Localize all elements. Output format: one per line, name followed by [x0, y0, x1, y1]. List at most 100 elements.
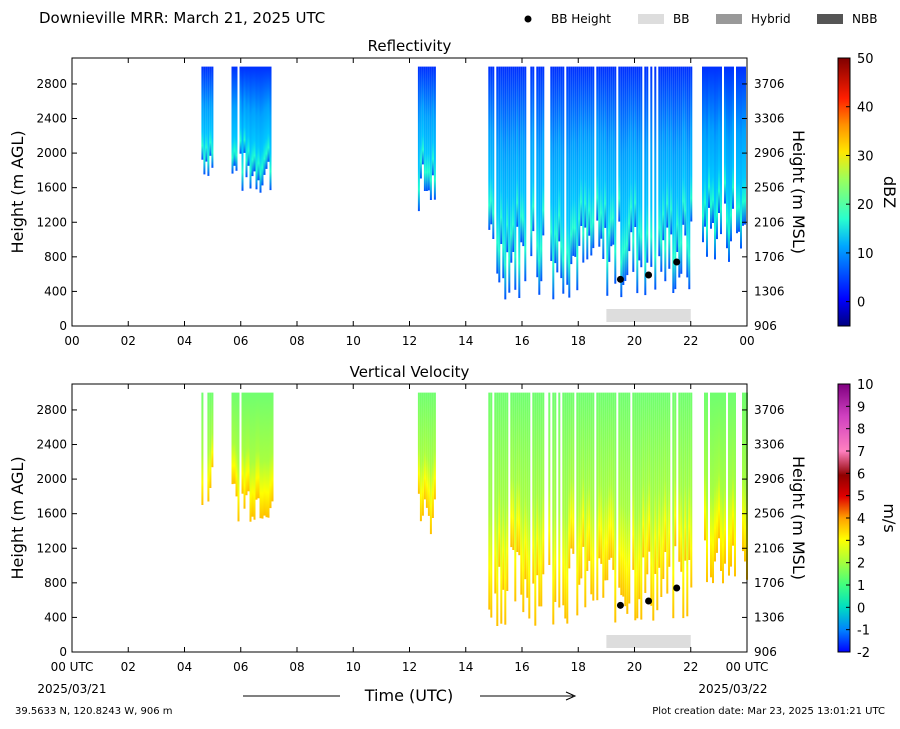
reflectivity-echo-column	[209, 66, 212, 156]
velocity-colorbar-tick-label: 10	[857, 378, 874, 393]
reflectivity-colorbar	[837, 57, 851, 327]
reflectivity-echo-column	[201, 66, 204, 160]
reflectivity-x-tick-label: 00	[739, 334, 754, 348]
reflectivity-y-right-tick-label: 2906	[754, 146, 785, 160]
velocity-echo-column	[243, 392, 246, 509]
reflectivity-echo-column	[596, 66, 599, 221]
reflectivity-echo-column	[618, 66, 621, 222]
velocity-echo-column	[518, 392, 521, 556]
reflectivity-colorbar-tick-label: 30	[857, 149, 874, 164]
velocity-y-right-tick-label: 906	[754, 645, 777, 659]
velocity-echo-column	[622, 392, 625, 597]
velocity-echo-column	[720, 392, 722, 571]
reflectivity-bb-height-point	[645, 271, 653, 279]
velocity-echo-column	[572, 392, 575, 554]
velocity-echo-column	[520, 392, 523, 595]
reflectivity-echo-column	[578, 66, 581, 246]
legend-nbb-label: NBB	[852, 12, 877, 26]
legend-hybrid-label: Hybrid	[751, 12, 791, 26]
velocity-y-right-tick-label: 2506	[754, 507, 785, 521]
velocity-echo-column	[650, 392, 653, 606]
velocity-echo-column	[620, 392, 623, 596]
velocity-colorbar-tick-label: 5	[857, 490, 865, 505]
velocity-y-right-tick-label: 2106	[754, 541, 785, 555]
reflectivity-y-tick-label: 2400	[36, 112, 67, 126]
legend-bb-height-label: BB Height	[551, 12, 611, 26]
legend-nbb-swatch	[817, 14, 843, 24]
reflectivity-echo-column	[664, 66, 667, 282]
velocity-echo-column	[540, 392, 543, 607]
reflectivity-echo-column	[504, 66, 507, 300]
reflectivity-y-tick-label: 1600	[36, 181, 67, 195]
reflectivity-echo-column	[638, 66, 641, 261]
reflectivity-echo-column	[726, 66, 728, 249]
velocity-echo-column	[524, 392, 527, 580]
reflectivity-echo-column	[640, 66, 643, 268]
velocity-echo-column	[504, 392, 507, 625]
velocity-echo-column	[654, 392, 657, 574]
reflectivity-colorbar-tick-label: 10	[857, 247, 874, 262]
velocity-colorbar-tick-label: 0	[857, 601, 865, 616]
velocity-colorbar-tick-label: 1	[857, 579, 865, 594]
velocity-echo-column	[612, 392, 615, 570]
velocity-echo-column	[706, 392, 708, 583]
velocity-echo-column	[636, 392, 639, 619]
reflectivity-echo-column	[530, 66, 533, 257]
reflectivity-echo-column	[718, 66, 720, 213]
reflectivity-x-tick-label: 14	[458, 334, 473, 348]
velocity-colorbar-tick-label: 3	[857, 534, 865, 549]
reflectivity-echo-column	[608, 66, 611, 262]
velocity-echo-column	[734, 392, 736, 577]
velocity-echo-column	[433, 392, 436, 500]
reflectivity-x-tick-label: 02	[121, 334, 136, 348]
reflectivity-echo-column	[423, 66, 426, 191]
reflectivity-echo-column	[588, 66, 591, 236]
reflectivity-y-tick-label: 400	[44, 284, 67, 298]
velocity-echo-column	[526, 392, 529, 598]
reflectivity-colorbar-tick-label: 40	[857, 101, 874, 116]
reflectivity-echo-column	[728, 66, 730, 262]
reflectivity-echo-column	[245, 66, 248, 178]
velocity-colorbar-tick-label: 9	[857, 400, 865, 415]
velocity-echo-column	[514, 392, 517, 602]
velocity-echo-column	[498, 392, 501, 567]
reflectivity-bb-height-point	[673, 258, 681, 266]
velocity-y-right-tick-label: 1306	[754, 610, 785, 624]
velocity-y-tick-label: 2400	[36, 438, 67, 452]
reflectivity-echo-column	[708, 66, 710, 208]
velocity-echo-column	[201, 392, 204, 505]
velocity-echo-column	[724, 392, 726, 564]
velocity-y-tick-label: 0	[59, 645, 67, 659]
velocity-colorbar-tick-label: -1	[857, 624, 870, 639]
reflectivity-echo-column	[267, 66, 270, 162]
velocity-y-tick-label: 800	[44, 576, 67, 590]
reflectivity-echo-column	[235, 66, 238, 171]
footer-location: 39.5633 N, 120.8243 W, 906 m	[15, 706, 173, 717]
reflectivity-echo-column	[716, 66, 718, 240]
velocity-echo-column	[664, 392, 667, 552]
reflectivity-echo-column	[740, 66, 742, 249]
reflectivity-echo-column	[542, 66, 545, 236]
reflectivity-echo-column	[712, 66, 714, 223]
reflectivity-echo-column	[429, 66, 432, 200]
reflectivity-echo-column	[612, 66, 615, 245]
velocity-echo-column	[245, 392, 248, 496]
velocity-echo-column	[614, 392, 617, 623]
reflectivity-y-tick-label: 2000	[36, 146, 67, 160]
reflectivity-echo-column	[584, 66, 587, 228]
velocity-echo-column	[684, 392, 687, 561]
reflectivity-echo-column	[682, 66, 685, 225]
legend-bb-label: BB	[673, 12, 689, 26]
reflectivity-echo-column	[425, 66, 428, 191]
reflectivity-echo-column	[580, 66, 583, 226]
reflectivity-echo-column	[247, 66, 250, 166]
x-axis-label: Time (UTC)	[364, 686, 453, 705]
velocity-x-tick-label: 12	[402, 660, 417, 674]
reflectivity-x-tick-label: 20	[627, 334, 642, 348]
reflectivity-y-right-tick-label: 1306	[754, 284, 785, 298]
reflectivity-echo-column	[686, 66, 689, 278]
velocity-echo-column	[686, 392, 689, 617]
reflectivity-echo-column	[676, 66, 679, 252]
velocity-echo-column	[682, 392, 685, 619]
